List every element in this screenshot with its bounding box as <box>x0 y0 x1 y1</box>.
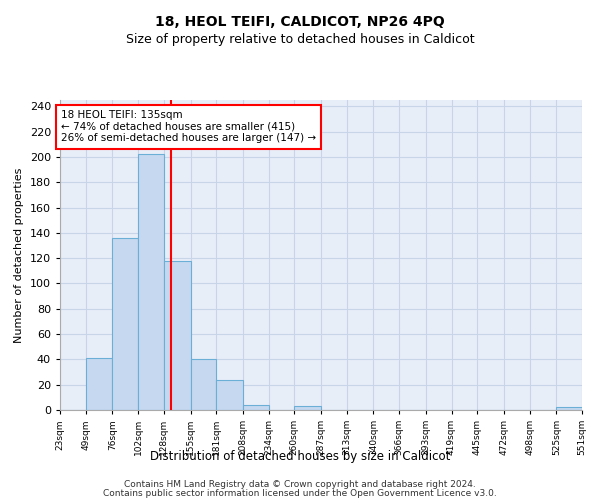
Text: Size of property relative to detached houses in Caldicot: Size of property relative to detached ho… <box>125 32 475 46</box>
Bar <box>138 154 164 410</box>
Text: 18, HEOL TEIFI, CALDICOT, NP26 4PQ: 18, HEOL TEIFI, CALDICOT, NP26 4PQ <box>155 15 445 29</box>
Y-axis label: Number of detached properties: Number of detached properties <box>14 168 24 342</box>
Bar <box>556 408 582 410</box>
Text: Contains public sector information licensed under the Open Government Licence v3: Contains public sector information licen… <box>103 489 497 498</box>
Text: Contains HM Land Registry data © Crown copyright and database right 2024.: Contains HM Land Registry data © Crown c… <box>124 480 476 489</box>
Text: 18 HEOL TEIFI: 135sqm
← 74% of detached houses are smaller (415)
26% of semi-det: 18 HEOL TEIFI: 135sqm ← 74% of detached … <box>61 110 316 144</box>
Bar <box>86 358 112 410</box>
Text: Distribution of detached houses by size in Caldicot: Distribution of detached houses by size … <box>150 450 450 463</box>
Bar <box>216 380 243 410</box>
Bar <box>164 260 191 410</box>
Bar <box>295 406 321 410</box>
Bar <box>112 238 138 410</box>
Bar <box>243 405 269 410</box>
Bar <box>191 360 216 410</box>
